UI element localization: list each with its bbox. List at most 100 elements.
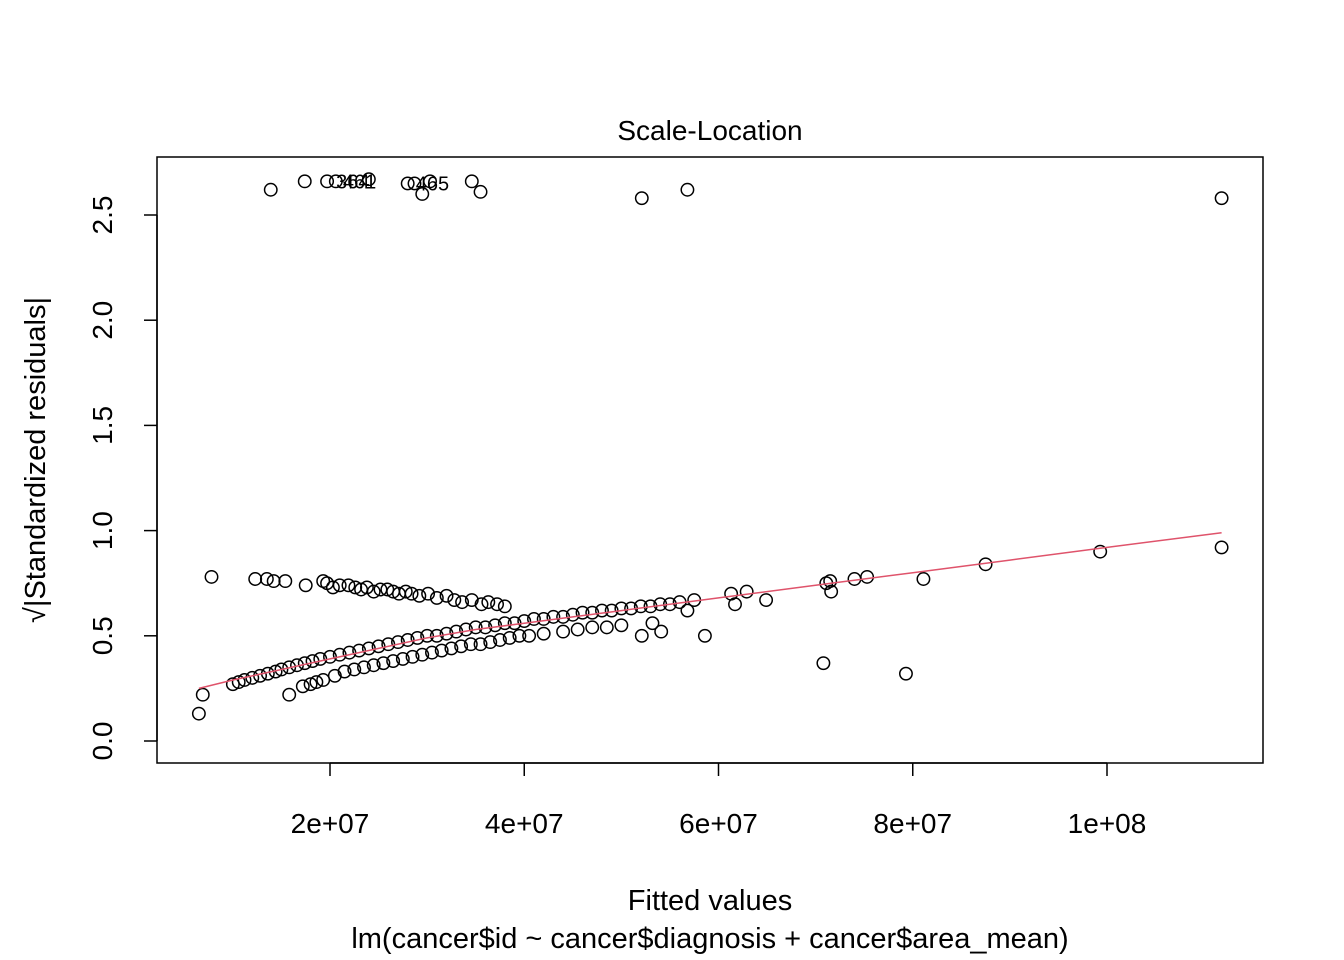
points-layer bbox=[191, 172, 1229, 721]
data-point bbox=[337, 664, 352, 679]
point-label: 465 bbox=[416, 173, 449, 195]
data-point bbox=[474, 597, 489, 612]
data-point bbox=[546, 609, 561, 624]
data-point bbox=[816, 656, 831, 671]
data-point bbox=[421, 586, 436, 601]
data-point bbox=[464, 174, 479, 189]
x-tick-label: 1e+08 bbox=[1068, 808, 1147, 839]
data-point bbox=[468, 620, 483, 635]
x-tick-label: 4e+07 bbox=[485, 808, 564, 839]
data-point bbox=[282, 687, 297, 702]
data-point bbox=[332, 578, 347, 593]
data-point bbox=[585, 605, 600, 620]
data-point bbox=[282, 660, 297, 675]
data-point bbox=[420, 628, 435, 643]
data-point bbox=[1093, 544, 1108, 559]
data-point bbox=[614, 618, 629, 633]
data-point bbox=[614, 601, 629, 616]
data-point bbox=[916, 572, 931, 586]
data-point bbox=[316, 673, 331, 687]
data-point bbox=[823, 574, 838, 589]
data-point bbox=[585, 620, 600, 635]
data-point bbox=[1214, 540, 1229, 555]
data-point bbox=[429, 590, 444, 605]
data-point bbox=[398, 584, 413, 599]
data-point bbox=[512, 628, 527, 643]
x-axis: 2e+07 4e+07 6e+07 8e+07 1e+08 bbox=[291, 762, 1147, 839]
data-point bbox=[245, 670, 260, 685]
data-point bbox=[191, 706, 206, 721]
data-point bbox=[488, 618, 503, 633]
data-point bbox=[517, 614, 532, 629]
data-point bbox=[423, 174, 437, 189]
data-point bbox=[565, 607, 580, 622]
data-point bbox=[739, 584, 754, 599]
data-point bbox=[570, 622, 585, 637]
data-point bbox=[473, 184, 488, 199]
y-tick-label: 0.5 bbox=[87, 616, 118, 655]
data-point bbox=[266, 574, 281, 589]
data-point bbox=[309, 675, 324, 690]
data-point bbox=[522, 628, 537, 643]
point-label: 461 bbox=[343, 171, 376, 193]
data-point bbox=[412, 588, 427, 603]
data-point bbox=[405, 649, 420, 664]
x-tick-label: 8e+07 bbox=[873, 808, 952, 839]
data-point bbox=[407, 176, 422, 191]
data-point bbox=[357, 660, 371, 675]
data-point bbox=[556, 624, 571, 639]
data-point bbox=[527, 612, 541, 626]
data-point bbox=[455, 595, 470, 610]
data-point bbox=[439, 588, 454, 603]
data-point bbox=[404, 586, 419, 601]
data-point bbox=[366, 658, 381, 673]
data-point bbox=[259, 572, 274, 586]
x-axis-label: Fitted values bbox=[628, 885, 792, 917]
data-point bbox=[325, 580, 340, 595]
chart-subtitle: lm(cancer$id ~ cancer$diagnosis + cancer… bbox=[351, 923, 1068, 955]
data-point bbox=[497, 599, 512, 614]
data-point bbox=[481, 595, 496, 610]
data-point bbox=[759, 593, 774, 607]
data-point bbox=[824, 584, 839, 599]
data-point bbox=[341, 578, 356, 593]
data-point bbox=[328, 174, 343, 189]
data-point bbox=[490, 597, 505, 612]
data-point bbox=[634, 191, 649, 206]
data-point bbox=[680, 603, 695, 618]
x-tick-label: 2e+07 bbox=[291, 808, 370, 839]
data-point bbox=[274, 662, 289, 677]
data-point bbox=[502, 630, 517, 645]
data-point bbox=[400, 176, 415, 191]
data-point bbox=[361, 172, 376, 187]
data-point bbox=[347, 662, 362, 677]
data-point bbox=[536, 612, 551, 626]
data-point bbox=[425, 645, 439, 660]
data-point bbox=[303, 677, 318, 692]
y-axis-label: √|Standardized residuals| bbox=[20, 297, 52, 623]
data-point bbox=[454, 639, 469, 654]
y-tick-label: 1.0 bbox=[87, 511, 118, 550]
data-point bbox=[195, 687, 210, 702]
data-point bbox=[297, 174, 312, 189]
x-tick-label: 6e+07 bbox=[679, 808, 758, 839]
smoother-line bbox=[198, 531, 1222, 690]
data-point bbox=[645, 616, 660, 631]
data-point bbox=[697, 628, 712, 643]
data-point bbox=[463, 637, 478, 652]
data-point bbox=[359, 580, 374, 595]
y-tick-label: 1.5 bbox=[87, 406, 118, 445]
data-point bbox=[599, 620, 614, 635]
data-point bbox=[231, 675, 246, 690]
data-point bbox=[860, 569, 875, 584]
data-point bbox=[204, 569, 219, 584]
data-point bbox=[298, 578, 313, 593]
data-point bbox=[493, 633, 507, 647]
plot-box bbox=[156, 156, 1264, 764]
data-point bbox=[444, 641, 459, 656]
data-point bbox=[415, 647, 430, 662]
data-point bbox=[278, 574, 293, 589]
y-tick-label: 2.0 bbox=[87, 301, 118, 340]
data-point bbox=[536, 626, 551, 641]
